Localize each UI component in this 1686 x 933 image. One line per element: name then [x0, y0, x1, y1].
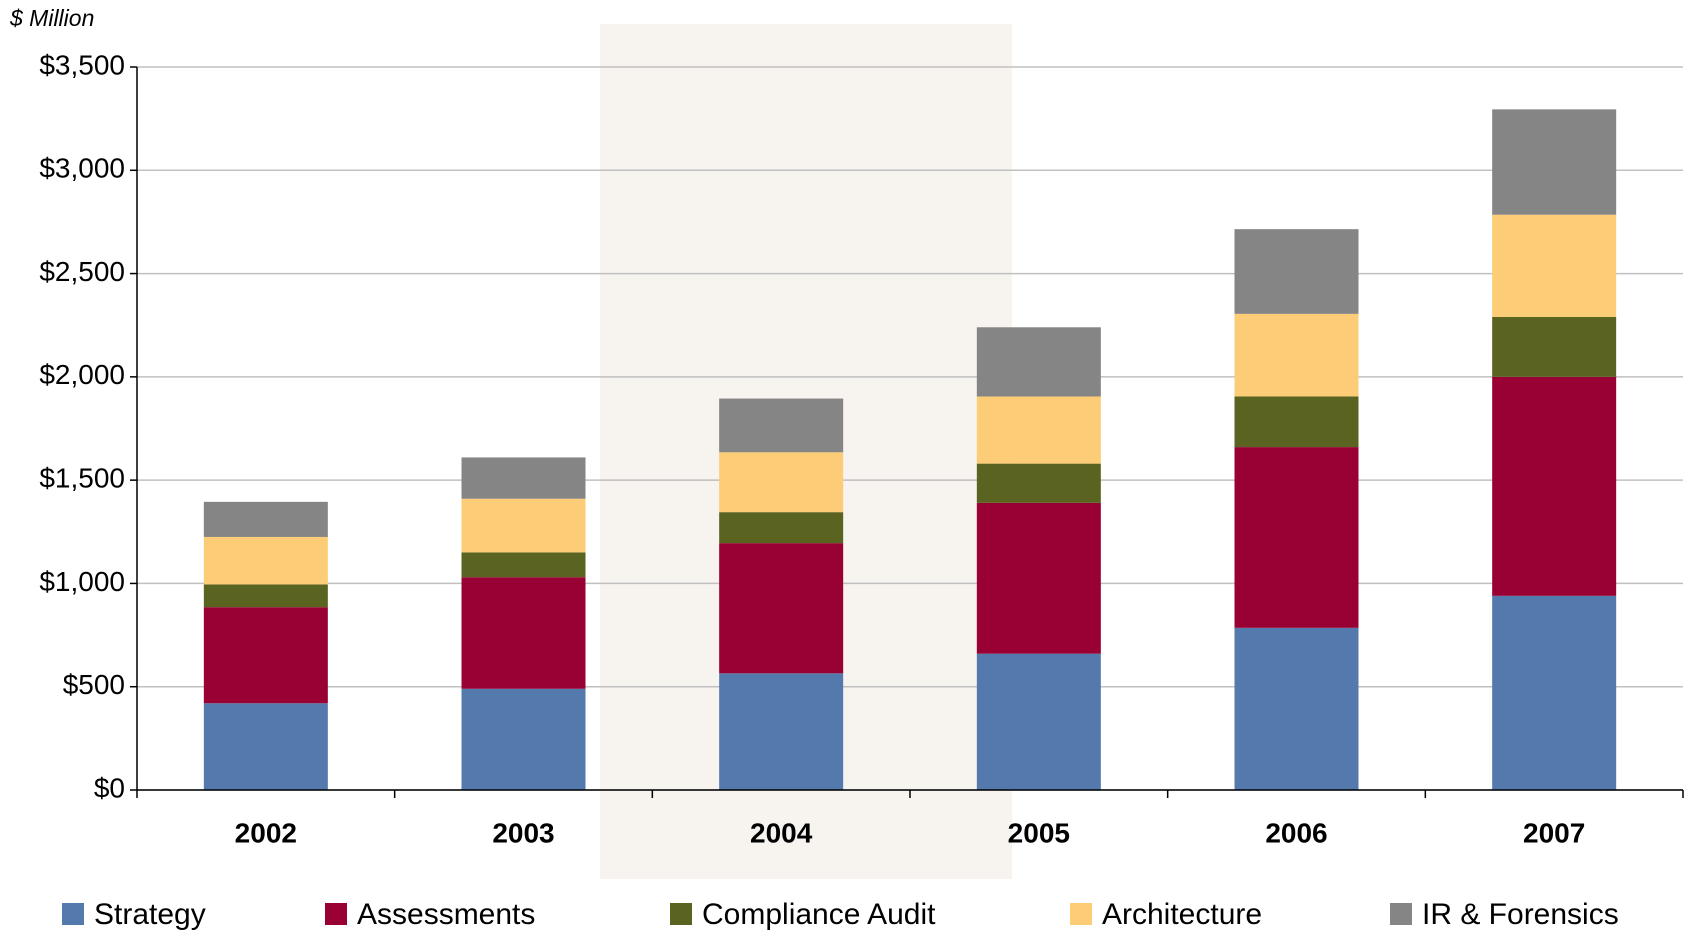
bar-segment [1235, 314, 1359, 397]
bar-segment [462, 552, 586, 577]
bar-segment [1492, 377, 1616, 596]
y-tick-label: $3,500 [39, 49, 125, 80]
bar-segment [1235, 628, 1359, 790]
y-tick-label: $1,000 [39, 566, 125, 597]
bar-segment [1235, 229, 1359, 314]
bar-segment [1492, 109, 1616, 214]
y-tick-label: $500 [63, 669, 125, 700]
legend-swatch [325, 903, 347, 925]
y-unit-label: $ Million [9, 5, 94, 31]
y-tick-label: $3,000 [39, 153, 125, 184]
bar-segment [977, 327, 1101, 396]
x-tick-label: 2005 [1008, 817, 1070, 848]
bar-segment [719, 673, 843, 790]
bar-segment [1492, 317, 1616, 377]
bar-segment [204, 703, 328, 790]
bar-segment [977, 464, 1101, 503]
x-tick-label: 2002 [235, 817, 297, 848]
legend-swatch [1390, 903, 1412, 925]
bar-segment [719, 452, 843, 512]
bar-segment [204, 502, 328, 537]
legend-label: Assessments [357, 898, 535, 931]
bar-segment [204, 584, 328, 607]
bar-segment [462, 499, 586, 553]
x-tick-label: 2004 [750, 817, 813, 848]
chart: $ Million $0 $500 $1,000 $1,500 $2,000 $2,500… [0, 0, 1686, 933]
bar-segment [719, 543, 843, 673]
x-tick-label: 2003 [492, 817, 554, 848]
bar-segment [977, 654, 1101, 790]
legend-label: Strategy [94, 898, 206, 931]
legend-swatch [1070, 903, 1092, 925]
y-tick-label: $2,500 [39, 256, 125, 287]
bar-segment [462, 577, 586, 689]
legend-swatch [62, 903, 84, 925]
x-tick-label: 2007 [1523, 817, 1585, 848]
bar-segment [1492, 215, 1616, 317]
bar-segment [1235, 396, 1359, 447]
y-tick-label: $1,500 [39, 463, 125, 494]
bar-segment [977, 503, 1101, 654]
bar-segment [462, 457, 586, 498]
y-tick-label: $2,000 [39, 359, 125, 390]
bar-segment [1492, 596, 1616, 790]
legend-swatch [670, 903, 692, 925]
legend-label: IR & Forensics [1422, 898, 1619, 931]
bar-segment [1235, 447, 1359, 628]
bar-segment [977, 396, 1101, 463]
legend-label: Architecture [1102, 898, 1262, 931]
bar-segment [462, 689, 586, 790]
legend-label: Compliance Audit [702, 898, 936, 931]
bar-segment [204, 537, 328, 585]
x-tick-label: 2006 [1265, 817, 1327, 848]
bar-segment [719, 399, 843, 453]
bar-segment [719, 512, 843, 543]
bar-segment [204, 607, 328, 703]
y-tick-label: $0 [94, 772, 125, 803]
